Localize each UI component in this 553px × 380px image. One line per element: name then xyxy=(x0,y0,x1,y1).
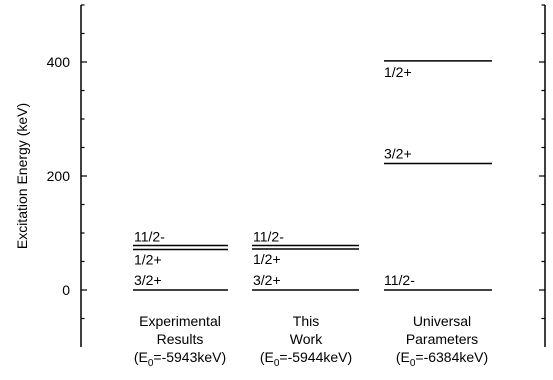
level-label: 1/2+ xyxy=(253,251,281,267)
level-label: 3/2+ xyxy=(253,272,281,288)
column-2-label: This Work (E0=-5944keV) xyxy=(260,313,352,369)
column-label-line: Results xyxy=(157,331,204,347)
level-label: 11/2- xyxy=(134,229,165,245)
column-1-label: Experimental Results (E0=-5943keV) xyxy=(134,313,226,369)
level-label: 11/2- xyxy=(384,272,415,288)
column-label-line: Experimental xyxy=(139,313,221,329)
y-ticks xyxy=(81,4,545,320)
y-tick-label: 0 xyxy=(62,282,70,298)
column-3-levels: 11/2- 3/2+ 1/2+ xyxy=(384,60,492,291)
y-axis-label: Excitation Energy (keV) xyxy=(14,103,30,249)
plot-frame xyxy=(80,5,546,347)
column-3-label: Universal Parameters (E0=-6384keV) xyxy=(396,313,488,369)
column-label-line: Work xyxy=(290,331,323,347)
y-tick-label: 400 xyxy=(47,54,71,70)
y-tick-label: 200 xyxy=(47,168,71,184)
column-label-line: Universal xyxy=(413,313,471,329)
reference-energy-label: (E0=-5944keV) xyxy=(260,349,352,369)
column-2-levels: 3/2+ 1/2+ 11/2- xyxy=(252,229,359,291)
level-label: 11/2- xyxy=(253,229,284,245)
column-labels: Experimental Results (E0=-5943keV) This Work… xyxy=(134,313,488,369)
levels: 3/2+ 1/2+ 11/2- 3/2+ 1/2+ 11/2- 11/2- 3/2+ 1/2+ xyxy=(133,60,492,291)
column-1-levels: 3/2+ 1/2+ 11/2- xyxy=(133,229,228,291)
level-label: 1/2+ xyxy=(384,64,412,80)
column-label-line: Parameters xyxy=(406,331,478,347)
column-label-line: This xyxy=(293,313,319,329)
reference-energy-label: (E0=-6384keV) xyxy=(396,349,488,369)
level-label: 1/2+ xyxy=(134,252,162,268)
y-tick-labels: 0 200 400 xyxy=(47,54,71,298)
reference-energy-label: (E0=-5943keV) xyxy=(134,349,226,369)
level-label: 3/2+ xyxy=(134,272,162,288)
level-label: 3/2+ xyxy=(384,145,412,161)
